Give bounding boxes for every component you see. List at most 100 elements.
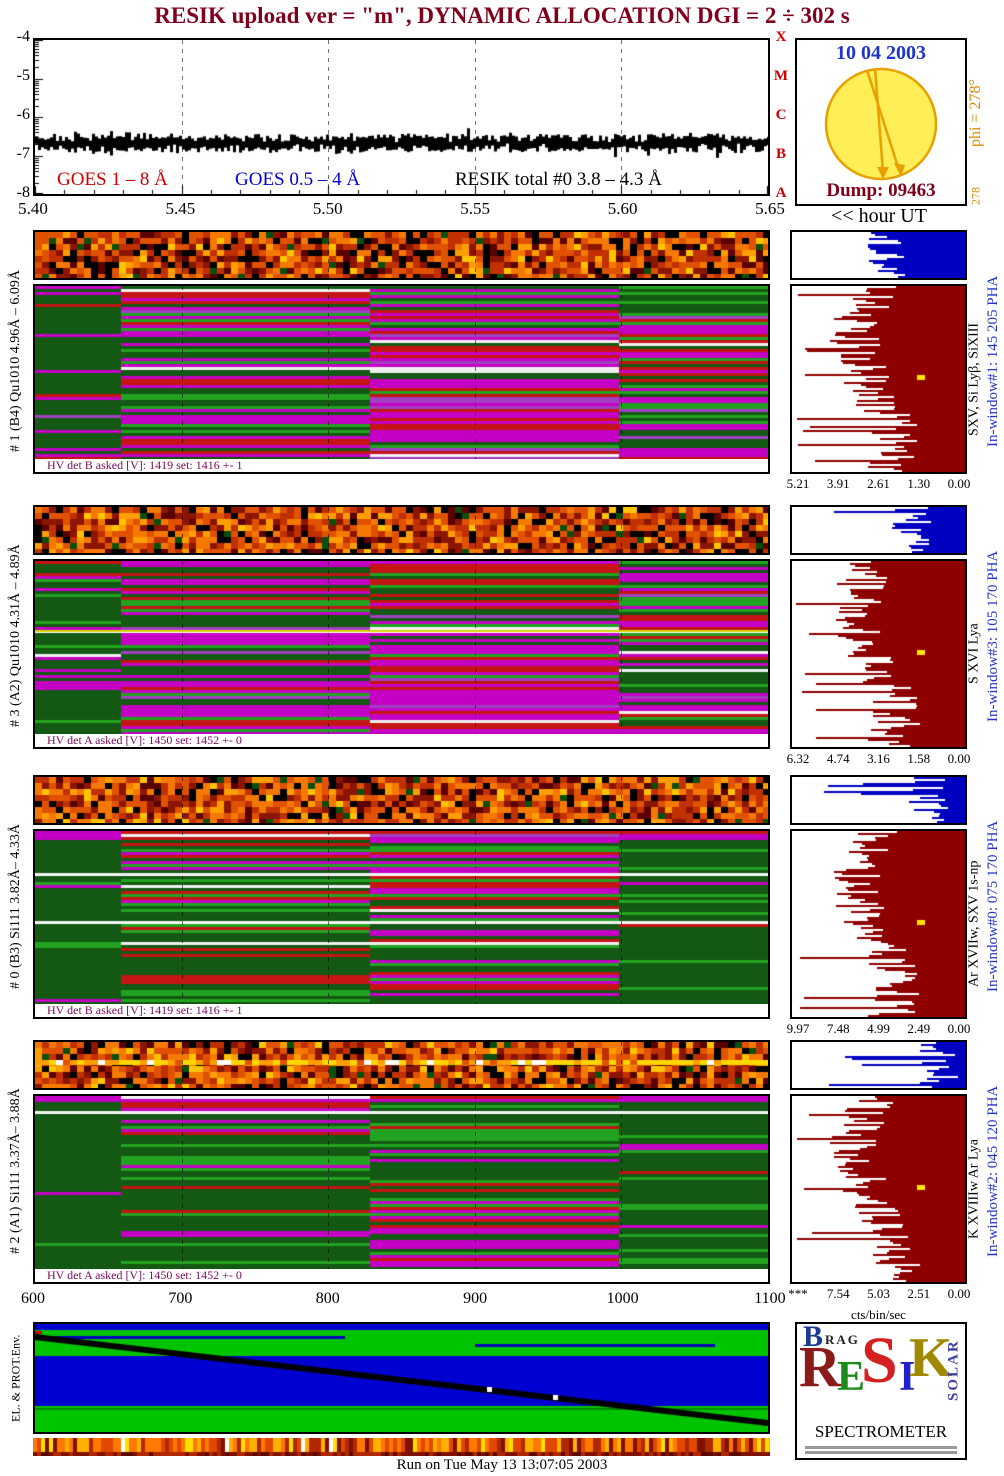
environment-label: EL. & PROT.Env. [8, 1334, 23, 1422]
bottom-axis-label: 900 [463, 1290, 488, 1307]
pha-lower-hist [790, 559, 967, 749]
detector-image-canvas [35, 777, 768, 823]
goes-class-letter: M [773, 68, 789, 84]
panel-line-id-label: SXV, Si Lyβ, SiXIII [966, 322, 982, 436]
pha-axis-label: 9.97 [786, 1021, 810, 1036]
pha-upper-hist [790, 230, 967, 280]
spectro-panel-group: # 0 (B3) Si111 3.82Å– 4.33Å HV det B aske… [0, 775, 1004, 1037]
logo-solar: SOLAR [945, 1339, 962, 1401]
spectrogram-canvas [35, 561, 768, 734]
panel-line-id-label: K XVIIIw Ar Lya [966, 1139, 982, 1239]
arrowhead-icon [894, 163, 905, 177]
pha-axis-label: 0.00 [947, 1021, 971, 1036]
proton-monitor-strip [33, 1438, 770, 1456]
pha-upper-canvas [792, 507, 965, 553]
observation-date: 10 04 2003 [836, 42, 926, 64]
spectrogram-block: HV det A asked [V]: 1450 set: 1452 +- 0 [33, 559, 770, 749]
pha-axis-label: 2.49 [907, 1021, 931, 1036]
panel-window-label: In-window#2: 045 120 PHA [985, 1085, 1001, 1257]
spectrogram-canvas [35, 286, 768, 459]
panel-left-label: # 0 (B3) Si111 3.82Å– 4.33Å [8, 823, 23, 989]
logo-brag-rest: RAG [825, 1332, 860, 1347]
detector-image-strip [33, 775, 770, 825]
panel-window-label: In-window#0: 075 170 PHA [985, 820, 1001, 992]
detector-image-canvas [35, 232, 768, 278]
hv-status-text: HV det A asked [V]: 1450 set: 1452 +- 0 [47, 733, 242, 747]
pha-axis-row: 5.21 3.91 2.61 1.30 0.00 [780, 476, 977, 492]
hv-status-strip: HV det A asked [V]: 1450 set: 1452 +- 0 [35, 1269, 768, 1282]
goes-y-tick-label: -5 [16, 67, 30, 84]
goes-y-tick-label: -4 [16, 28, 30, 45]
goes-light-curve-plot: GOES 1 – 8 Å GOES 0.5 – 4 Å RESIK total #0… [33, 38, 770, 196]
pha-upper-canvas [792, 1042, 965, 1088]
environment-panel [33, 1322, 770, 1434]
goes-y-tick-label: -8 [16, 184, 30, 201]
pha-axis-label: 2.61 [867, 476, 890, 491]
phi-angle-label: phi = 278° [967, 79, 984, 147]
panel-line-id-label: S XVI Lya [966, 623, 982, 685]
pha-axis-label: 0.00 [947, 476, 971, 491]
bottom-axis-label: 1000 [606, 1290, 639, 1307]
pha-lower-canvas [792, 561, 965, 747]
logo-letter: R [799, 1334, 841, 1399]
pha-upper-hist [790, 1040, 967, 1090]
goes-class-letter: A [775, 185, 787, 201]
pha-axis-label: 0.00 [947, 751, 971, 766]
panel-left-label: # 3 (A2) Qu1010 4.31Å – 4.89Å [8, 544, 23, 728]
goes-y-tick-label: -7 [16, 145, 30, 162]
pha-axis-label: 3.16 [867, 751, 890, 766]
goes-x-tick-label: 5.60 [607, 199, 638, 218]
detector-image-strip [33, 1040, 770, 1090]
logo-letter: E [837, 1354, 866, 1400]
goes-x-axis: 5.40 5.45 5.50 5.55 5.60 5.65 [11, 199, 792, 219]
detector-image-canvas [35, 507, 768, 553]
bottom-axis-label: 600 [21, 1290, 45, 1307]
run-timestamp: Run on Tue May 13 13:07:05 2003 [396, 1457, 608, 1473]
logo-letter: S [861, 1324, 898, 1397]
spectrogram-canvas [35, 1096, 768, 1269]
spectrogram-block: HV det A asked [V]: 1450 set: 1452 +- 0 [33, 1094, 770, 1284]
pha-axis-label: *** [788, 1286, 808, 1301]
bottom-axis-row: 600 700 800 900 1000 1100 [11, 1290, 792, 1308]
detector-image-strip [33, 505, 770, 555]
pha-lower-hist [790, 284, 967, 474]
logo-brag-initial: B [803, 1320, 824, 1353]
spectro-panel-group: # 1 (B4) Qu1010 4.96Å – 6.09Å HV det B as… [0, 230, 1004, 492]
goes-y-tick-label: -6 [16, 106, 30, 123]
pha-axis-label: 4.74 [826, 751, 850, 766]
logo-credit-line [805, 1451, 957, 1454]
goes-class-letter: X [775, 29, 787, 45]
detector-image-canvas [35, 1042, 768, 1088]
pha-lower-canvas [792, 1096, 965, 1282]
legend-item: GOES 0.5 – 4 Å [235, 169, 361, 190]
goes-x-tick-label: 5.65 [755, 199, 785, 218]
pha-axis-label: 0.00 [947, 1286, 971, 1301]
cts-unit-label: cts/bin/sec [851, 1307, 906, 1322]
pha-axis-label: 6.32 [786, 751, 810, 766]
goes-x-tick-label: 5.50 [312, 199, 343, 218]
legend-item: RESIK total #0 3.8 – 4.3 Å [455, 169, 662, 190]
bottom-axis-label: 800 [315, 1290, 340, 1307]
pha-axis-label: 1.58 [907, 751, 931, 766]
hv-status-text: HV det B asked [V]: 1419 set: 1416 +- 1 [47, 458, 243, 472]
spectrogram-canvas [35, 831, 768, 1004]
phi-value-label: 278 [968, 187, 983, 205]
pha-lower-canvas [792, 286, 965, 472]
spectrogram-block: HV det B asked [V]: 1419 set: 1416 +- 1 [33, 284, 770, 474]
page-title: RESIK upload ver = "m", DYNAMIC ALLOCATI… [154, 3, 850, 28]
spectrogram-block: HV det B asked [V]: 1419 set: 1416 +- 1 [33, 829, 770, 1019]
goes-class-letter: C [775, 107, 787, 123]
pha-axis-label: 4.99 [867, 1021, 890, 1036]
spectro-panel-group: # 2 (A1) Si111 3.37Å– 3.88Å HV det A aske… [0, 1040, 1004, 1302]
panel-line-id-label: Ar XVIIw, SXV 1s-np [966, 860, 982, 988]
pha-axis-label: 7.54 [826, 1286, 850, 1301]
proton-strip-canvas [33, 1438, 770, 1456]
hv-status-text: HV det B asked [V]: 1419 set: 1416 +- 1 [47, 1003, 243, 1017]
panel-window-label: In-window#1: 145 205 PHA [985, 275, 1001, 447]
hv-status-strip: HV det B asked [V]: 1419 set: 1416 +- 1 [35, 1004, 768, 1017]
hv-status-strip: HV det A asked [V]: 1450 set: 1452 +- 0 [35, 734, 768, 747]
logo-letter: I [899, 1354, 916, 1400]
pha-lower-hist [790, 1094, 967, 1284]
detector-image-strip [33, 230, 770, 280]
panel-left-label: # 1 (B4) Qu1010 4.96Å – 6.09Å [8, 270, 23, 452]
